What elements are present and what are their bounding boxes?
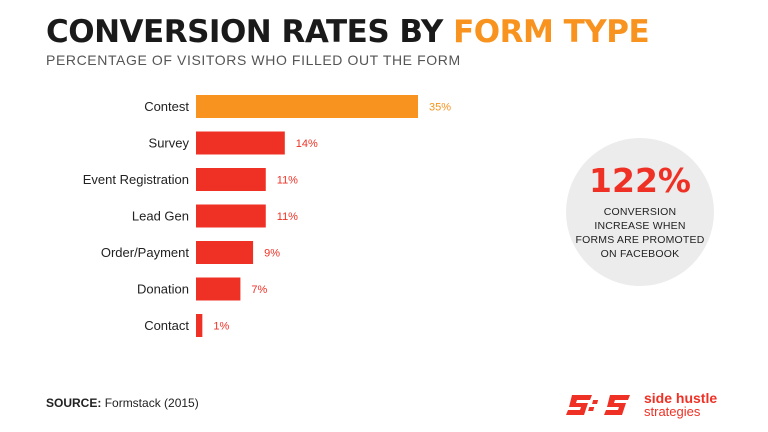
category-label: Survey [149,136,190,151]
category-label: Event Registration [83,172,189,187]
value-label: 11% [277,211,298,223]
logo-line-2: strategies [644,404,701,419]
brand-logo: side hustle strategies [566,390,718,419]
category-label: Order/Payment [101,245,190,260]
category-label: Lead Gen [132,209,189,224]
value-label: 7% [251,284,267,296]
value-label: 1% [213,321,229,333]
bar [196,168,266,191]
title-accent: FORM TYPE [453,14,650,50]
bar [196,131,285,155]
bar [196,277,241,301]
logo-mark-icon [566,395,630,415]
logo-line-1: side hustle [644,390,718,406]
title-main: CONVERSION RATES BY [46,14,454,50]
value-label: 11% [277,175,298,187]
callout-caption: CONVERSION INCREASE WHEN FORMS ARE PROMO… [575,205,705,260]
chart-title: CONVERSION RATES BY FORM TYPE [46,14,650,50]
bar [196,204,266,228]
callout-circle: 122% CONVERSION INCREASE WHEN FORMS ARE … [566,138,714,286]
value-label: 14% [296,138,318,150]
value-label: 9% [264,248,280,260]
bar-chart: Contest 35% Survey 14% Event Registration 11%… [83,95,451,337]
bar [196,95,418,118]
category-label: Contact [144,318,189,333]
bar [196,314,203,337]
category-label: Donation [137,282,189,297]
source-note: SOURCE: Formstack (2015) [46,396,199,410]
callout-value: 122% [589,160,691,200]
logo-text: side hustle strategies [644,390,718,419]
chart-subtitle: PERCENTAGE OF VISITORS WHO FILLED OUT TH… [46,52,461,68]
source-text: Formstack (2015) [104,396,199,410]
value-label: 35% [429,102,451,114]
source-label: SOURCE: [46,396,102,410]
category-label: Contest [144,99,189,114]
bar [196,241,254,264]
